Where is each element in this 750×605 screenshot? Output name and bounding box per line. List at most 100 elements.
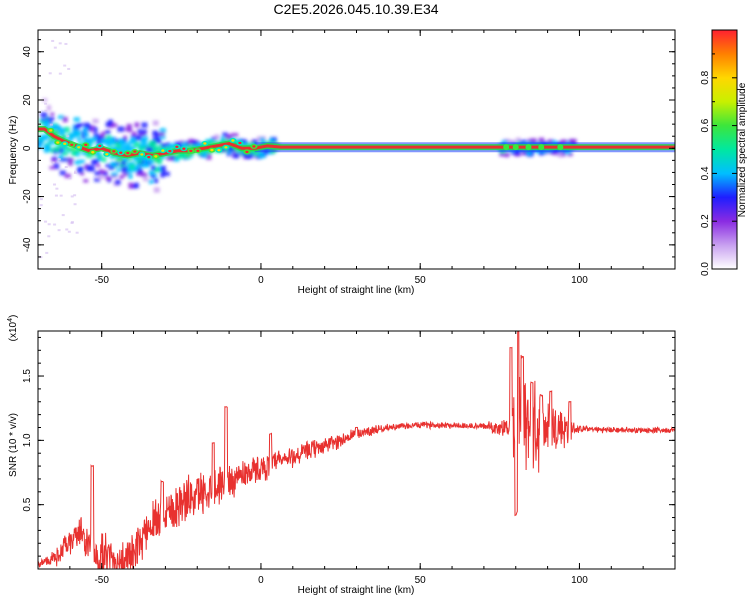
chart-title: C2E5.2026.045.10.39.E34 xyxy=(273,1,438,17)
spectrogram-cell xyxy=(245,143,252,147)
spectrogram-outlier xyxy=(66,135,70,138)
spectrogram-cell xyxy=(228,134,233,140)
spectrogram-cell xyxy=(83,132,90,137)
snr-y-tick-label: 1.5 xyxy=(22,369,33,383)
spectrogram-cell xyxy=(259,137,265,142)
spectrogram-cell xyxy=(154,138,161,143)
spectrogram-cell xyxy=(128,140,135,145)
spectrogram-cell xyxy=(105,163,111,168)
spectrogram-cell xyxy=(68,137,73,143)
spectrogram-blob-core xyxy=(168,149,172,153)
spectrogram-outlier xyxy=(73,194,77,197)
spectrogram-cell xyxy=(155,132,160,137)
spectrogram-cell xyxy=(52,124,57,130)
spectrogram-blob xyxy=(525,144,532,151)
spectrogram-cell xyxy=(152,120,159,126)
snr-x-tick-label: 100 xyxy=(571,575,588,586)
spectrogram-outlier xyxy=(57,229,61,232)
spectrogram-cell xyxy=(232,153,240,159)
spectrogram-cell xyxy=(515,137,521,141)
spectrogram-cell xyxy=(178,152,183,156)
snr-multiplier-base: (x10 xyxy=(8,321,19,341)
spectrogram-cell xyxy=(141,140,147,146)
spectrogram-cell xyxy=(62,145,69,151)
spectrogram-y-tick-label: -20 xyxy=(22,189,33,204)
spectrogram-blob-core xyxy=(196,149,200,152)
spectrogram-cell xyxy=(188,138,195,144)
spectrogram-cell xyxy=(102,171,108,176)
spectrogram-blob-core xyxy=(112,150,116,153)
spectrogram-cell xyxy=(148,179,154,184)
spectrogram-cell xyxy=(134,165,140,170)
spectrogram-cell xyxy=(64,173,71,179)
spectrogram-cell xyxy=(73,117,80,122)
spectrogram-cell xyxy=(118,155,123,161)
spectrogram-outlier xyxy=(49,123,53,126)
spectrogram-cell xyxy=(141,122,148,128)
colorbar-label: Normalized spectral amplitude xyxy=(737,82,748,217)
spectrogram-cell xyxy=(105,176,111,181)
spectrogram-cell xyxy=(86,152,93,158)
spectrogram-outlier xyxy=(57,158,61,161)
spectrogram-cell xyxy=(127,128,133,133)
colorbar-ticks: 0.0 0.2 0.4 0.6 0.8 xyxy=(700,53,737,276)
spectrogram-cell xyxy=(43,144,50,151)
spectrogram-cell xyxy=(96,156,102,162)
spectrogram-cell xyxy=(242,139,247,143)
spectrogram-blob xyxy=(538,144,545,151)
spectrogram-cell xyxy=(96,163,101,168)
spectrogram-cell xyxy=(47,139,55,143)
spectrogram-cell xyxy=(521,149,527,156)
spectrogram-cell xyxy=(136,172,143,176)
spectrogram-cell xyxy=(42,134,47,141)
spectrogram-cell xyxy=(71,149,77,155)
spectrogram-cell xyxy=(160,171,165,178)
spectrogram-blob-core xyxy=(140,153,144,156)
spectrogram-cell xyxy=(530,138,537,143)
spectrogram-cell xyxy=(97,175,105,179)
spectrogram-cell xyxy=(54,146,61,152)
spectrogram-blob-core xyxy=(119,151,123,154)
spectrogram-cell xyxy=(38,142,43,149)
spectrogram-cell xyxy=(129,146,136,151)
spectrogram-cell xyxy=(104,130,111,135)
spectrogram-cell xyxy=(182,151,187,157)
snr-y-tick-label: 1.0 xyxy=(22,433,33,447)
spectrogram-blob-core xyxy=(133,150,137,153)
spectrogram-cell xyxy=(58,154,63,160)
spectrogram-blob-core xyxy=(175,145,179,148)
spectrogram-cell xyxy=(132,131,137,136)
spectrogram-cell xyxy=(118,141,125,148)
spectrogram-cell xyxy=(42,98,48,102)
spectrogram-cell xyxy=(526,150,532,156)
snr-ticks: -50 0 50 100 0.5 1.0 1.5 xyxy=(22,331,676,586)
spectrogram-x-axis-label: Height of straight line (km) xyxy=(298,285,415,296)
spectrogram-cell xyxy=(84,124,92,131)
spectrogram-outlier xyxy=(70,195,74,198)
spectrogram-cell xyxy=(132,155,140,159)
spectrogram-cell xyxy=(135,135,142,141)
spectrogram-cell xyxy=(173,141,180,146)
snr-y-axis-label: SNR (10 * v/v) xyxy=(8,413,19,477)
spectrogram-cell xyxy=(231,133,239,137)
spectrogram-cell xyxy=(148,158,154,165)
spectrogram-cell xyxy=(47,117,55,121)
spectrogram-cell xyxy=(150,165,156,171)
spectrogram-cell xyxy=(100,131,106,138)
spectrogram-cell xyxy=(61,151,69,156)
spectrogram-cell xyxy=(167,145,174,151)
spectrogram-cell xyxy=(121,159,126,166)
spectrogram-cell xyxy=(59,170,66,176)
spectrogram-cell xyxy=(53,163,60,170)
spectrogram-outlier xyxy=(39,204,43,207)
spectrogram-cell xyxy=(159,135,166,140)
spectrogram-cell xyxy=(522,139,527,144)
spectrogram-cell xyxy=(169,144,176,149)
spectrogram-cell xyxy=(50,147,55,153)
spectrogram-cell xyxy=(137,167,142,173)
spectrogram-blob-core xyxy=(63,142,67,145)
spectrogram-outlier xyxy=(45,251,49,254)
spectrogram-cell xyxy=(115,139,121,145)
spectrogram-blob-core xyxy=(84,143,88,147)
spectrogram-cell xyxy=(40,112,48,118)
